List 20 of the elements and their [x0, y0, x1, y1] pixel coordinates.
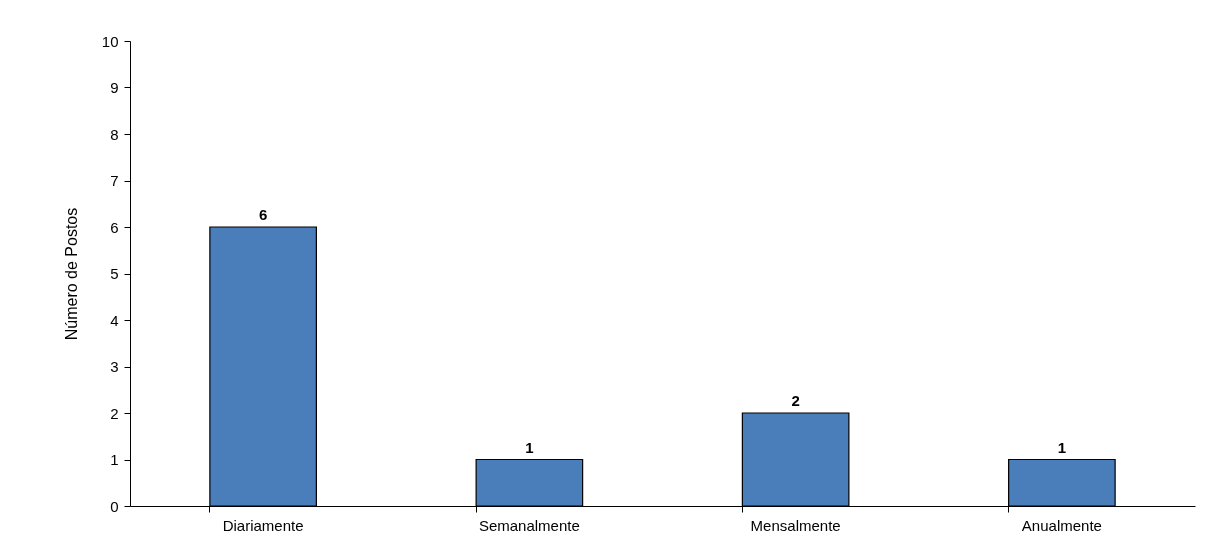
- y-tick-label: 7: [110, 172, 119, 189]
- data-label: 1: [525, 438, 534, 456]
- y-tick-label: 3: [110, 358, 119, 375]
- data-label: 6: [258, 206, 268, 223]
- y-tick-label: 6: [110, 218, 119, 236]
- y-tick-label: 1: [110, 451, 119, 468]
- x-tick-label: Mensalmente: [750, 516, 841, 534]
- y-tick-label: 0: [110, 497, 119, 515]
- data-label: 2: [791, 392, 800, 409]
- x-tick-label: Diariamente: [222, 516, 304, 534]
- y-tick-label: 10: [101, 32, 119, 50]
- y-tick-label: 9: [110, 79, 119, 96]
- y-tick-label: 2: [110, 404, 119, 422]
- data-label: 1: [1057, 438, 1067, 456]
- x-tick-label: Anualmente: [1021, 516, 1102, 534]
- y-tick-label: 4: [110, 311, 119, 329]
- y-tick-label: 8: [110, 125, 119, 143]
- x-tick-label: Semanalmente: [478, 516, 580, 534]
- y-axis-title: Número de Postos: [62, 207, 80, 341]
- y-tick-label: 5: [110, 265, 119, 282]
